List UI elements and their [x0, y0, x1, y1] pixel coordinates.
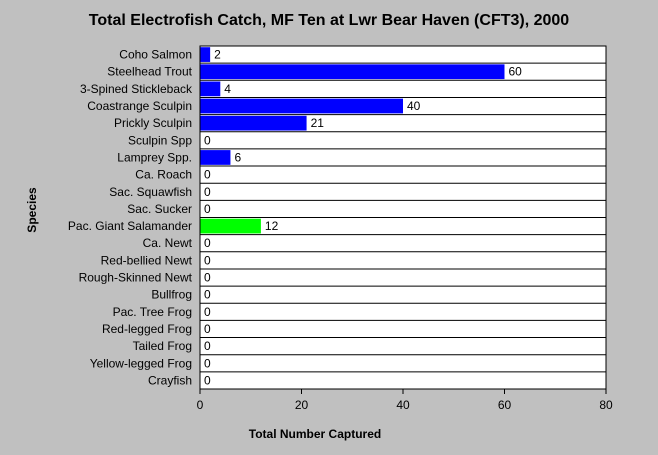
bar: [200, 47, 211, 62]
category-label: Steelhead Trout: [107, 65, 192, 79]
bar: [200, 81, 221, 97]
bar-value-label: 0: [204, 305, 211, 319]
x-axis-title: Total Number Captured: [249, 427, 381, 441]
gridlines: [200, 62, 606, 373]
bar-value-label: 0: [204, 168, 211, 182]
x-axis-ticks: 0 20 40 60 80: [197, 389, 613, 412]
bar-value-label: 0: [204, 133, 211, 147]
category-label: Sculpin Spp: [128, 133, 192, 147]
x-tick-label: 40: [396, 398, 410, 412]
category-label: Ca. Newt: [143, 236, 193, 250]
category-label: Pac. Tree Frog: [113, 305, 192, 319]
bars: [200, 47, 505, 234]
category-label: Sac. Squawfish: [109, 185, 192, 199]
bar-value-label: 0: [204, 356, 211, 370]
category-label: Prickly Sculpin: [114, 116, 192, 130]
bar: [200, 64, 505, 80]
chart-title: Total Electrofish Catch, MF Ten at Lwr B…: [88, 12, 570, 29]
bar-value-label: 0: [204, 202, 211, 216]
bar-value-label: 0: [204, 253, 211, 267]
bar: [200, 150, 231, 165]
bar: [200, 218, 261, 234]
category-label: Sac. Sucker: [127, 202, 192, 216]
bar-value-label: 40: [407, 99, 421, 113]
category-label: Bullfrog: [151, 288, 192, 302]
category-label: Yellow-legged Frog: [90, 356, 192, 370]
bar-value-label: 0: [204, 373, 211, 387]
x-tick-label: 80: [599, 398, 613, 412]
plot-frame: [199, 45, 607, 390]
category-label: Rough-Skinned Newt: [79, 271, 193, 285]
category-label: Red-bellied Newt: [101, 253, 193, 267]
bar-value-label: 0: [204, 185, 211, 199]
bar-value-label: 4: [224, 82, 231, 96]
x-tick-label: 60: [498, 398, 512, 412]
bar: [200, 98, 403, 114]
category-label: Coastrange Sculpin: [87, 99, 192, 113]
bar-value-label: 0: [204, 271, 211, 285]
x-tick-label: 0: [197, 398, 204, 412]
bar: [200, 115, 307, 131]
bar-value-label: 0: [204, 322, 211, 336]
category-label: Crayfish: [148, 373, 192, 387]
bar-value-label: 2: [214, 48, 221, 62]
category-label: Coho Salmon: [119, 48, 192, 62]
category-label: Pac. Giant Salamander: [68, 219, 192, 233]
bar-value-label: 12: [265, 219, 279, 233]
category-label: Red-legged Frog: [102, 322, 192, 336]
bar-value-label: 60: [509, 65, 523, 79]
y-axis-title: Species: [25, 187, 39, 233]
bar-value-label: 0: [204, 339, 211, 353]
bar-value-label: 21: [311, 116, 325, 130]
category-label: Tailed Frog: [133, 339, 192, 353]
category-label: Ca. Roach: [135, 168, 192, 182]
category-labels: Coho Salmon Steelhead Trout 3-Spined Stick…: [68, 48, 193, 388]
category-label: 3-Spined Stickleback: [80, 82, 193, 96]
x-tick-label: 20: [295, 398, 309, 412]
bar-value-label: 6: [234, 150, 241, 164]
bar-value-label: 0: [204, 288, 211, 302]
bar-value-label: 0: [204, 236, 211, 250]
category-label: Lamprey Spp.: [117, 150, 192, 164]
